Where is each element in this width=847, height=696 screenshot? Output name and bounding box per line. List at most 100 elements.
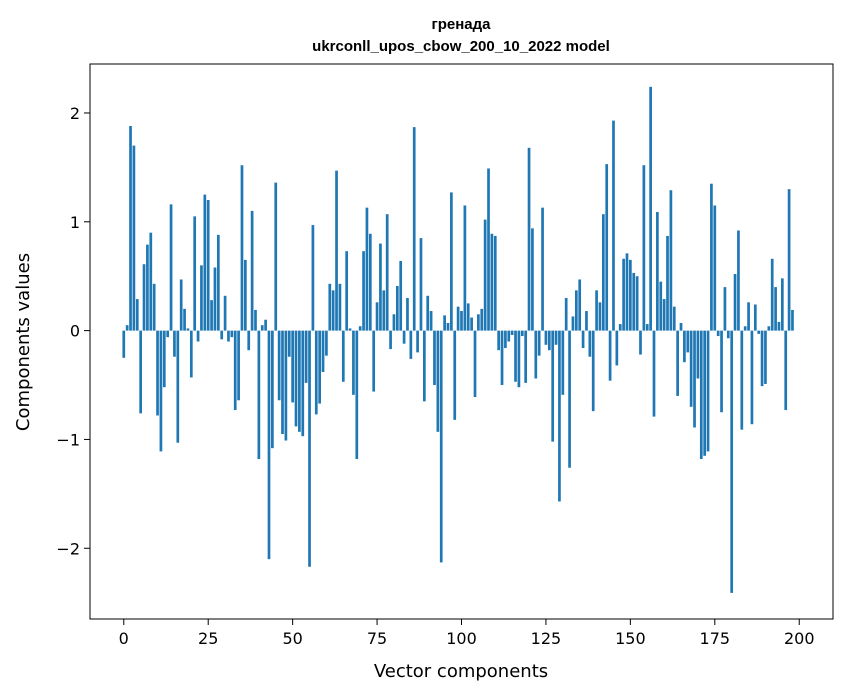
bar-12 <box>162 330 166 388</box>
y-tick-label: 1 <box>70 213 80 232</box>
bar-11 <box>159 330 163 452</box>
bar-10 <box>156 330 159 416</box>
bar-165 <box>679 323 683 331</box>
bar-7 <box>146 244 149 331</box>
bar-79 <box>389 330 392 350</box>
bar-178 <box>723 287 727 331</box>
bars-group <box>122 86 794 593</box>
bar-49 <box>287 330 291 357</box>
bar-110 <box>493 235 497 331</box>
bar-163 <box>672 306 676 331</box>
bar-190 <box>764 330 767 384</box>
bar-152 <box>635 276 639 331</box>
bar-156 <box>649 86 652 331</box>
bar-75 <box>375 302 379 331</box>
bar-88 <box>419 238 423 331</box>
bar-31 <box>227 330 230 342</box>
bar-37 <box>247 330 251 351</box>
x-tick-label: 25 <box>198 629 218 648</box>
bar-104 <box>473 330 477 397</box>
bar-103 <box>470 317 473 331</box>
bar-72 <box>365 207 369 331</box>
y-tick-label: −1 <box>56 430 80 449</box>
bar-0 <box>122 330 126 358</box>
bar-47 <box>281 330 284 434</box>
bar-115 <box>510 330 514 335</box>
bar-186 <box>750 330 754 425</box>
x-axis-ticks: 0 25 50 75 100 125 150 175 200 <box>119 619 815 648</box>
bar-83 <box>402 330 406 344</box>
bar-8 <box>149 232 153 331</box>
bar-24 <box>203 194 207 331</box>
bar-67 <box>348 328 352 331</box>
bar-39 <box>254 309 257 331</box>
bar-169 <box>693 330 696 428</box>
bar-106 <box>480 308 484 331</box>
bar-82 <box>399 260 403 331</box>
bar-124 <box>541 207 544 331</box>
bar-32 <box>230 330 234 338</box>
bar-91 <box>429 311 433 331</box>
bar-20 <box>189 330 193 378</box>
bar-43 <box>267 330 271 560</box>
x-axis-label: Vector components <box>374 661 548 682</box>
bar-13 <box>166 330 170 338</box>
bar-116 <box>514 330 517 382</box>
bar-160 <box>662 299 666 331</box>
bar-25 <box>206 200 210 331</box>
bar-61 <box>328 283 332 331</box>
bar-19 <box>186 328 190 331</box>
bar-117 <box>517 330 521 388</box>
bar-56 <box>311 225 315 331</box>
bar-192 <box>770 258 774 331</box>
bar-153 <box>639 330 642 355</box>
bar-122 <box>534 330 538 379</box>
bar-16 <box>176 330 180 443</box>
bar-17 <box>179 279 183 331</box>
bar-9 <box>152 283 156 331</box>
bar-131 <box>564 297 568 331</box>
bar-127 <box>551 330 555 442</box>
bar-120 <box>527 147 531 331</box>
bar-98 <box>453 330 457 420</box>
bar-15 <box>173 330 176 357</box>
bar-62 <box>331 290 335 331</box>
bar-148 <box>622 258 625 331</box>
bar-27 <box>213 267 217 331</box>
bar-195 <box>780 278 784 331</box>
bar-164 <box>676 330 679 396</box>
bar-151 <box>632 272 636 331</box>
bar-149 <box>625 253 629 331</box>
bar-182 <box>737 230 740 331</box>
bar-59 <box>321 330 325 372</box>
bar-55 <box>308 330 311 567</box>
bar-93 <box>436 330 440 432</box>
bar-111 <box>497 330 500 351</box>
bar-42 <box>264 319 267 331</box>
bar-162 <box>669 190 673 331</box>
bar-70 <box>358 326 362 331</box>
bar-143 <box>605 164 609 331</box>
bar-197 <box>787 189 791 331</box>
bar-141 <box>598 302 602 331</box>
bar-196 <box>784 330 788 411</box>
bar-64 <box>338 283 342 331</box>
x-tick-label: 50 <box>282 629 302 648</box>
bar-125 <box>544 330 548 345</box>
bar-171 <box>699 330 703 460</box>
bar-57 <box>314 330 318 415</box>
bar-89 <box>423 330 426 402</box>
bar-118 <box>520 330 524 337</box>
bar-177 <box>720 330 723 413</box>
bar-155 <box>645 324 649 331</box>
y-tick-label: −2 <box>56 539 80 558</box>
bar-114 <box>507 330 511 342</box>
bar-97 <box>450 192 453 331</box>
bar-175 <box>713 205 717 331</box>
bar-36 <box>244 259 247 331</box>
bar-183 <box>740 330 744 430</box>
bar-107 <box>483 219 487 331</box>
y-axis-label: Components values <box>13 253 34 431</box>
bar-84 <box>406 297 409 331</box>
bar-185 <box>747 302 750 331</box>
